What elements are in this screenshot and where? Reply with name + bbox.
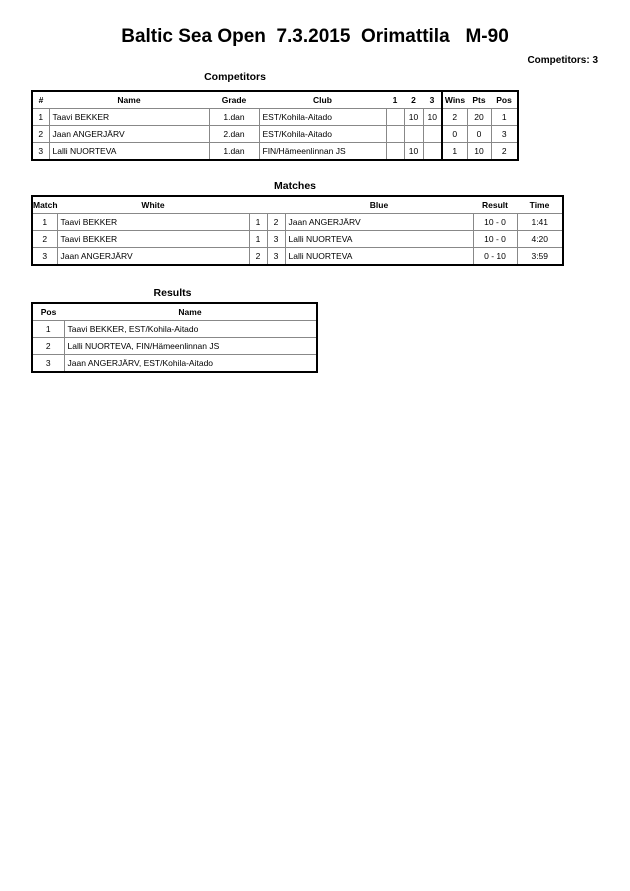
- results-heading: Results: [153, 287, 192, 299]
- table-cell: 3: [266, 247, 286, 266]
- column-header: 3: [429, 95, 435, 105]
- header-row: Pos Name: [32, 303, 317, 321]
- table-row: 2 Taavi BEKKER 1 3 Lalli NUORTEVA 10 - 0 4:20: [31, 230, 564, 248]
- table-cell: 2: [266, 213, 286, 231]
- table-row: 3 Jaan ANGERJÄRV 2 3 Lalli NUORTEVA 0 - 10 3:5…: [31, 247, 564, 266]
- table-cell: Lalli NUORTEVA, FIN/Hämeenlinnan JS: [63, 337, 318, 355]
- table-cell: Lalli NUORTEVA: [284, 230, 474, 248]
- table-cell: Taavi BEKKER, EST/Kohila-Aitado: [63, 320, 318, 338]
- header-row: # Name Grade Club 1 2 3 Wins Pts Pos: [32, 91, 518, 109]
- table-cell: 2.dan: [208, 125, 260, 143]
- table-row: 2 Lalli NUORTEVA, FIN/Hämeenlinnan JS: [31, 337, 318, 355]
- table-cell: 10: [466, 142, 492, 161]
- column-header: Blue: [369, 200, 389, 210]
- table-cell: Lalli NUORTEVA: [284, 247, 474, 266]
- table-cell: Taavi BEKKER: [56, 213, 250, 231]
- column-header: Pos: [496, 95, 512, 105]
- header-row: Match White Blue Result Time: [32, 196, 563, 214]
- table-cell: 1: [248, 230, 268, 248]
- matches-heading: Matches: [273, 180, 316, 192]
- table-cell: 10 - 0: [472, 230, 518, 248]
- table-cell: 0: [441, 125, 468, 143]
- table-cell: 2: [441, 108, 468, 126]
- column-header: Club: [313, 95, 332, 105]
- table-cell: [403, 125, 424, 143]
- table-cell: [385, 108, 405, 126]
- matches-table: Match White Blue Result Time 1 Taavi BEKKER 1 2 J…: [31, 195, 564, 266]
- column-header: 2: [411, 95, 416, 105]
- table-cell: Taavi BEKKER: [56, 230, 250, 248]
- table-cell: [385, 142, 405, 161]
- table-cell: 2: [490, 142, 519, 161]
- column-header: Name: [117, 95, 141, 105]
- results-table: Pos Name 1 Taavi BEKKER, EST/Kohila-Aitado 2…: [31, 302, 318, 373]
- table-cell: Jaan ANGERJÄRV: [284, 213, 474, 231]
- table-cell: 3: [31, 354, 65, 373]
- table-row: 2 Jaan ANGERJÄRV 2.dan EST/Kohila-Aitado 0 0 3: [31, 125, 519, 143]
- column-header: Time: [529, 200, 550, 210]
- table-cell: 1: [248, 213, 268, 231]
- table-cell: Jaan ANGERJÄRV: [48, 125, 210, 143]
- table-cell: 1: [31, 108, 50, 126]
- table-cell: 10 - 0: [472, 213, 518, 231]
- column-header: Result: [482, 200, 508, 210]
- table-cell: Lalli NUORTEVA: [48, 142, 210, 161]
- column-header: White: [141, 200, 165, 210]
- column-header: Name: [178, 307, 202, 317]
- table-cell: 4:20: [516, 230, 564, 248]
- table-cell: [422, 142, 443, 161]
- table-cell: 10: [422, 108, 443, 126]
- table-cell: 1.dan: [208, 142, 260, 161]
- competitors-count: Competitors: 3: [527, 55, 598, 66]
- column-header: #: [38, 95, 44, 105]
- competitors-table: # Name Grade Club 1 2 3 Wins Pts Pos 1 Taavi BEKKER…: [31, 90, 519, 161]
- table-row: 1 Taavi BEKKER 1.dan EST/Kohila-Aitado 10 10 2…: [31, 108, 519, 126]
- table-cell: 20: [466, 108, 492, 126]
- table-cell: 3: [31, 142, 50, 161]
- table-row: 1 Taavi BEKKER, EST/Kohila-Aitado: [31, 320, 318, 338]
- table-cell: 3: [31, 247, 58, 266]
- page-title: Baltic Sea Open 7.3.2015 Orimattila M-90: [121, 26, 509, 47]
- table-cell: 1:41: [516, 213, 564, 231]
- table-row: 1 Taavi BEKKER 1 2 Jaan ANGERJÄRV 10 - 0 1:41: [31, 213, 564, 231]
- column-header: Pts: [472, 95, 486, 105]
- column-header: Wins: [441, 91, 467, 109]
- table-cell: Jaan ANGERJÄRV, EST/Kohila-Aitado: [63, 354, 318, 373]
- table-cell: 10: [403, 142, 424, 161]
- table-cell: 1: [31, 320, 65, 338]
- table-cell: 10: [403, 108, 424, 126]
- column-header: [267, 196, 285, 214]
- table-cell: EST/Kohila-Aitado: [258, 125, 387, 143]
- table-cell: 2: [31, 125, 50, 143]
- table-row: 3 Lalli NUORTEVA 1.dan FIN/Hämeenlinnan JS 1…: [31, 142, 519, 161]
- table-cell: 2: [31, 230, 58, 248]
- column-header: 1: [392, 95, 398, 105]
- table-cell: 1.dan: [208, 108, 260, 126]
- table-row: 3 Jaan ANGERJÄRV, EST/Kohila-Aitado: [31, 354, 318, 373]
- column-header: Grade: [221, 95, 247, 105]
- table-cell: 1: [441, 142, 468, 161]
- column-header: Match: [33, 200, 58, 210]
- table-cell: 3: [266, 230, 286, 248]
- table-cell: [422, 125, 443, 143]
- table-cell: [385, 125, 405, 143]
- competitors-heading: Competitors: [204, 71, 266, 83]
- table-cell: 1: [490, 108, 519, 126]
- column-header: [249, 196, 267, 214]
- table-cell: EST/Kohila-Aitado: [258, 108, 387, 126]
- table-cell: 2: [248, 247, 268, 266]
- table-cell: 0 - 10: [472, 247, 518, 266]
- table-cell: 3:59: [516, 247, 564, 266]
- table-cell: 1: [31, 213, 58, 231]
- table-cell: Jaan ANGERJÄRV: [56, 247, 250, 266]
- table-cell: 3: [490, 125, 519, 143]
- table-cell: 0: [466, 125, 492, 143]
- table-cell: FIN/Hämeenlinnan JS: [258, 142, 387, 161]
- table-cell: 2: [31, 337, 65, 355]
- table-cell: Taavi BEKKER: [48, 108, 210, 126]
- column-header: Pos: [40, 307, 57, 317]
